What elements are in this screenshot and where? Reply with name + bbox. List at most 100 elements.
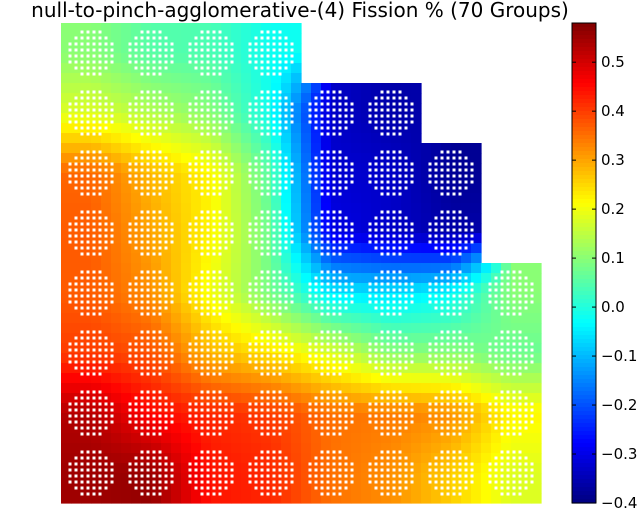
colorbar-tick-label: 0.5 bbox=[601, 53, 625, 71]
colorbar-segment bbox=[572, 195, 596, 200]
colorbar-segment bbox=[572, 211, 596, 216]
colorbar-segment bbox=[572, 139, 596, 144]
pin-dot-group bbox=[488, 450, 534, 496]
heatmap-cell bbox=[241, 203, 302, 264]
colorbar-segment bbox=[572, 471, 596, 476]
colorbar-segment bbox=[572, 431, 596, 436]
colorbar-segment bbox=[572, 283, 596, 288]
heatmap-cell bbox=[361, 83, 422, 144]
colorbar-segment bbox=[572, 327, 596, 332]
heatmap-cell bbox=[481, 383, 542, 444]
heatmap-cell bbox=[241, 383, 302, 444]
colorbar-tick-label: −0.2 bbox=[601, 396, 637, 414]
heatmap-cell bbox=[181, 83, 242, 144]
colorbar-segment bbox=[572, 407, 596, 412]
colorbar-segment bbox=[572, 243, 596, 248]
colorbar-segment bbox=[572, 435, 596, 440]
colorbar-segment bbox=[572, 263, 596, 268]
colorbar-segment bbox=[572, 463, 596, 468]
heatmap-cell bbox=[121, 23, 182, 84]
colorbar-segment bbox=[572, 43, 596, 48]
colorbar-segment bbox=[572, 391, 596, 396]
colorbar-segment bbox=[572, 27, 596, 32]
pin-dot-group bbox=[428, 210, 474, 256]
colorbar-tick-label: −0.4 bbox=[601, 494, 637, 508]
pin-dot-group bbox=[248, 390, 294, 436]
heatmap-cell bbox=[421, 443, 482, 504]
pin-dot-group bbox=[128, 330, 174, 376]
colorbar-segment bbox=[572, 359, 596, 364]
heatmap-cell bbox=[121, 143, 182, 204]
colorbar-segment bbox=[572, 159, 596, 164]
pin-dot-group bbox=[188, 90, 234, 136]
colorbar-segment bbox=[572, 187, 596, 192]
colorbar-segment bbox=[572, 175, 596, 180]
heatmap-cell bbox=[361, 143, 422, 204]
heatmap-cell bbox=[361, 383, 422, 444]
colorbar-segment bbox=[572, 31, 596, 36]
colorbar-segment bbox=[572, 383, 596, 388]
colorbar-segment bbox=[572, 87, 596, 92]
pin-dot-group bbox=[188, 450, 234, 496]
colorbar-segment bbox=[572, 207, 596, 212]
colorbar-segment bbox=[572, 295, 596, 300]
colorbar-tick-label: 0.1 bbox=[601, 249, 625, 267]
colorbar-segment bbox=[572, 411, 596, 416]
colorbar-segment bbox=[572, 163, 596, 168]
pin-dot-group bbox=[428, 270, 474, 316]
pin-dot-group bbox=[68, 30, 114, 76]
colorbar-segment bbox=[572, 483, 596, 488]
colorbar-segment bbox=[572, 447, 596, 452]
heatmap-cell bbox=[301, 323, 362, 384]
colorbar-frame bbox=[571, 22, 597, 504]
colorbar-segment bbox=[572, 71, 596, 76]
colorbar-segment bbox=[572, 111, 596, 116]
colorbar-segment bbox=[572, 287, 596, 292]
colorbar-segment bbox=[572, 183, 596, 188]
colorbar-segment bbox=[572, 271, 596, 276]
heatmap-cell bbox=[241, 323, 302, 384]
pin-dot-group bbox=[128, 90, 174, 136]
pin-dot-group bbox=[128, 270, 174, 316]
colorbar-segment bbox=[572, 451, 596, 456]
colorbar-segment bbox=[572, 475, 596, 480]
heatmap-cell bbox=[121, 323, 182, 384]
colorbar-segment bbox=[572, 355, 596, 360]
colorbar-segment bbox=[572, 331, 596, 336]
pin-dot-group bbox=[188, 150, 234, 196]
heatmap-cell bbox=[121, 443, 182, 504]
colorbar-segment bbox=[572, 387, 596, 392]
pin-dot-group bbox=[368, 270, 414, 316]
colorbar-segment bbox=[572, 379, 596, 384]
heatmap-cell bbox=[361, 203, 422, 264]
pin-dot-group bbox=[68, 90, 114, 136]
pin-dot-group bbox=[308, 270, 354, 316]
colorbar-segment bbox=[572, 491, 596, 496]
heatmap-cell bbox=[421, 203, 482, 264]
colorbar-segment bbox=[572, 371, 596, 376]
colorbar-segment bbox=[572, 51, 596, 56]
pin-dot-group bbox=[128, 150, 174, 196]
pin-dot-group bbox=[128, 450, 174, 496]
heatmap-cell bbox=[421, 323, 482, 384]
heatmap-cell bbox=[241, 143, 302, 204]
pin-dot-group bbox=[248, 150, 294, 196]
heatmap-cell bbox=[301, 83, 362, 144]
colorbar-tick-label: 0.2 bbox=[601, 200, 625, 218]
colorbar: 0.5 0.4 0.3 0.2 0.1 0.0 −0.1 −0.2 −0.3 −0.4 bbox=[571, 22, 637, 508]
colorbar-segment bbox=[572, 143, 596, 148]
pin-dot-group bbox=[188, 30, 234, 76]
colorbar-segment bbox=[572, 239, 596, 244]
colorbar-segment bbox=[572, 275, 596, 280]
heatmap-cell bbox=[61, 443, 122, 504]
colorbar-segment bbox=[572, 351, 596, 356]
pin-dot-group bbox=[368, 150, 414, 196]
colorbar-segment bbox=[572, 319, 596, 324]
colorbar-segment bbox=[572, 135, 596, 140]
colorbar-segment bbox=[572, 75, 596, 80]
pin-dot-group bbox=[128, 210, 174, 256]
heatmap-area bbox=[61, 23, 542, 504]
pin-dot-group bbox=[308, 330, 354, 376]
colorbar-segment bbox=[572, 291, 596, 296]
heatmap-cell bbox=[301, 383, 362, 444]
